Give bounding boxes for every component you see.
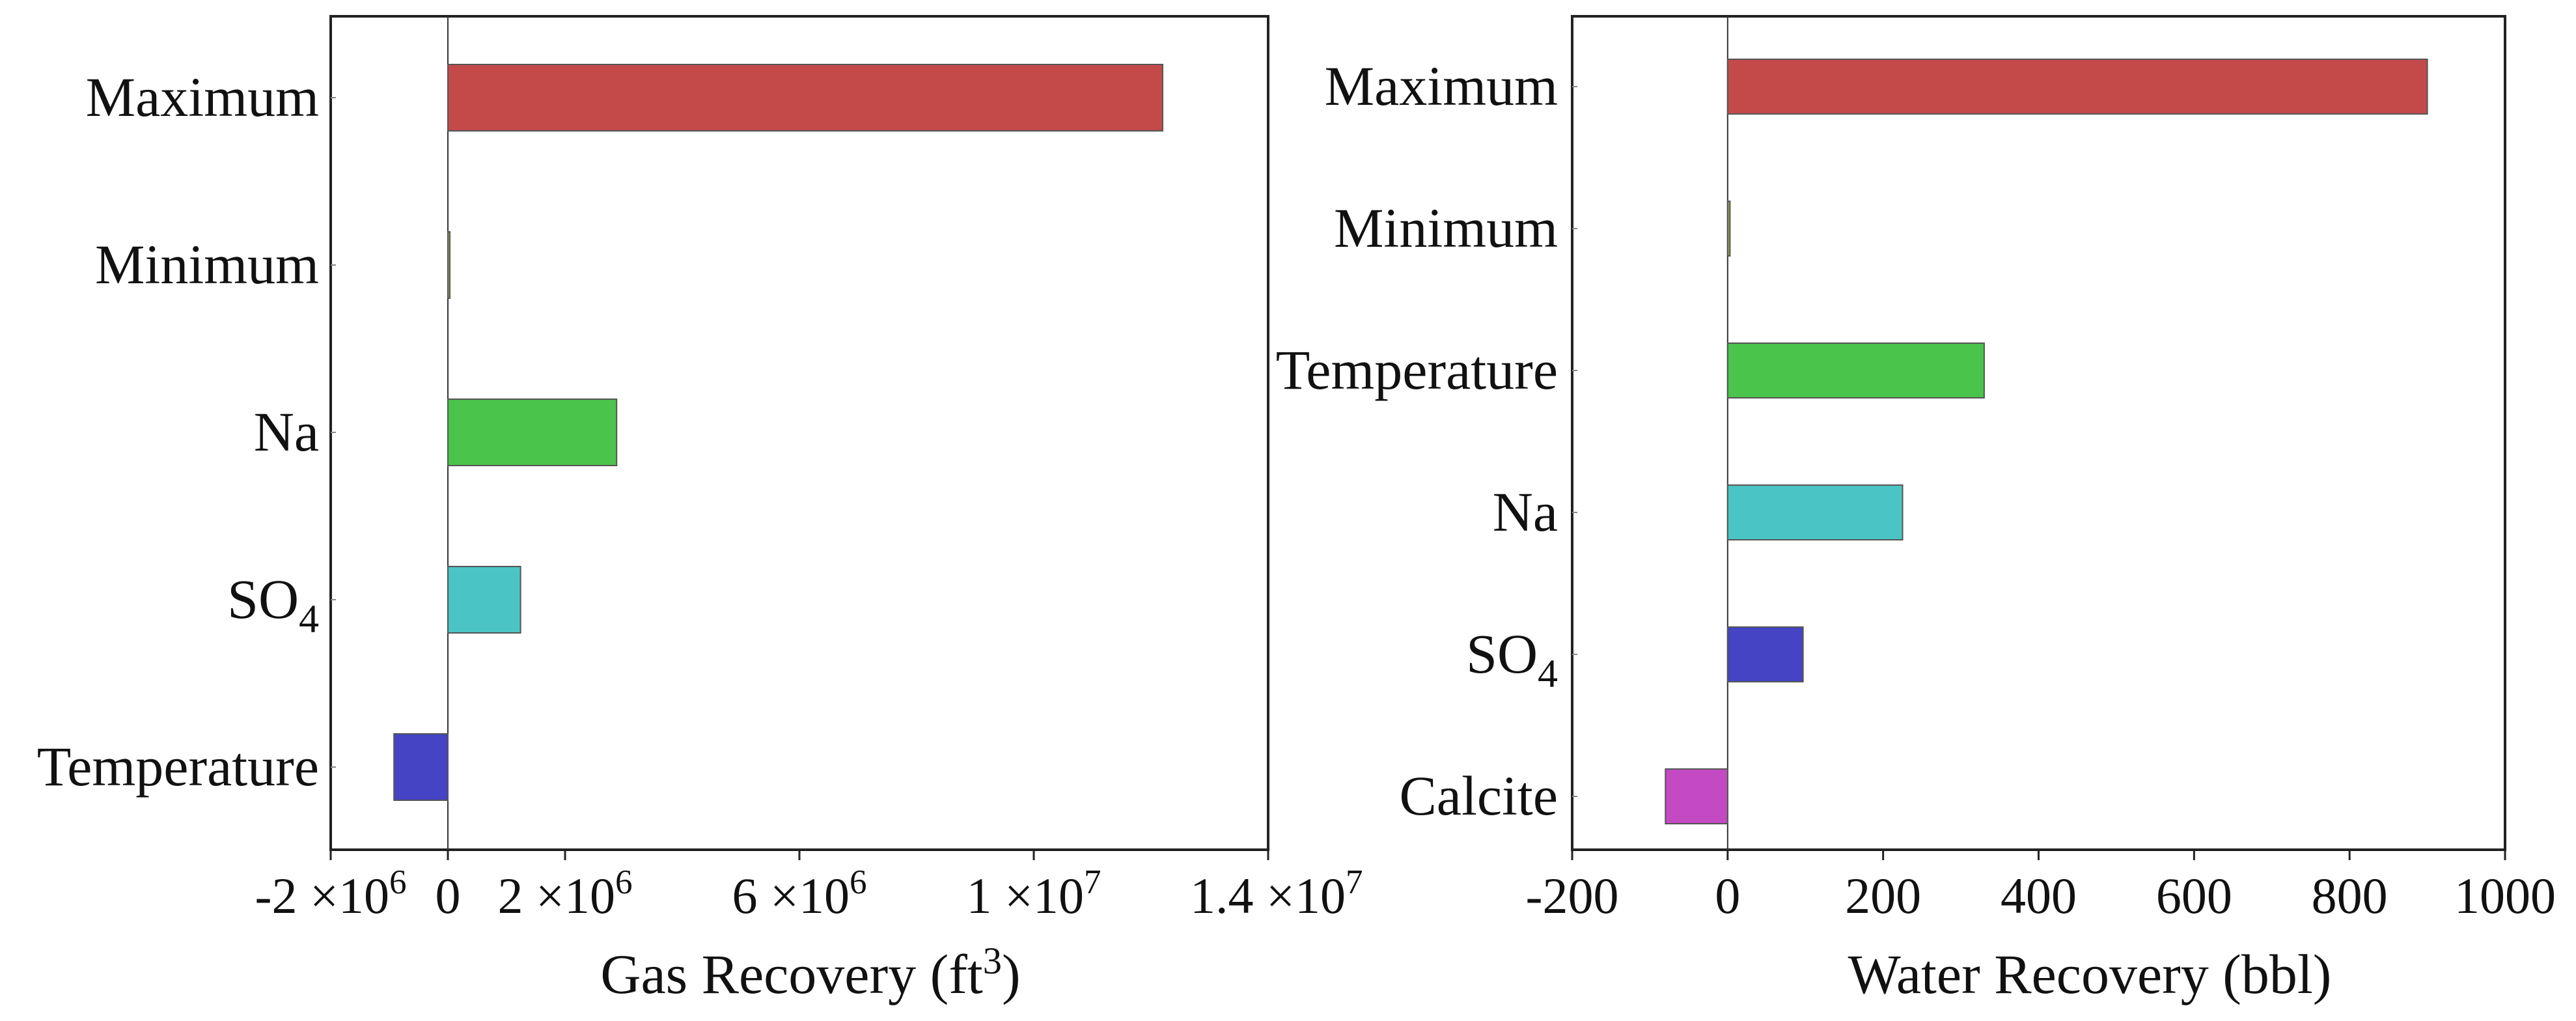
x-tick-label: 1 ×107 xyxy=(966,863,1101,924)
gas-recovery-chart: Maximum Minimum Na SO4 Temperature -2 ×106 0 2 … xyxy=(37,15,1363,1005)
category-label: Temperature xyxy=(37,735,319,798)
x-tick-label: 600 xyxy=(2156,867,2232,924)
category-label: Minimum xyxy=(95,233,319,296)
x-tick-label: 0 xyxy=(436,867,461,924)
category-label: Na xyxy=(254,400,319,463)
x-axis-title: Water Recovery (bbl) xyxy=(1848,943,2332,1005)
x-tick-label: 0 xyxy=(1715,867,1740,924)
category-label: Maximum xyxy=(86,66,319,128)
category-label: Temperature xyxy=(1276,339,1558,401)
category-label: Na xyxy=(1493,481,1558,543)
category-label: Maximum xyxy=(1325,55,1558,117)
x-tick-label: -2 ×106 xyxy=(255,863,407,924)
category-label: Calcite xyxy=(1399,764,1558,827)
bar-minimum xyxy=(447,231,450,299)
bar-maximum xyxy=(447,64,1163,132)
x-tick-label: 1.4 ×107 xyxy=(1190,863,1363,924)
bar-maximum xyxy=(1726,59,2428,115)
bar-so xyxy=(1726,626,1804,682)
x-tick-label: 6 ×106 xyxy=(732,863,866,924)
water-recovery-chart: Maximum Minimum Temperature Na SO4 Calcite -20… xyxy=(1276,15,2556,1005)
x-axis-title: Gas Recovery (ft3) xyxy=(600,940,1020,1005)
x-tick-label: 200 xyxy=(1845,867,1921,924)
bar-so xyxy=(447,566,521,634)
bar-calcite xyxy=(1665,768,1728,824)
category-label: SO4 xyxy=(227,568,319,641)
plot-frame xyxy=(1571,15,2506,851)
x-tick-label: 400 xyxy=(2001,867,2077,924)
bar-na xyxy=(447,399,618,466)
x-tick-label: 800 xyxy=(2312,867,2388,924)
category-label: Minimum xyxy=(1334,197,1558,259)
bar-temperature xyxy=(393,733,449,801)
bar-na xyxy=(1726,484,1904,540)
x-tick-label: 2 ×106 xyxy=(497,863,632,924)
x-tick-label: 1000 xyxy=(2454,867,2556,924)
bar-temperature xyxy=(1726,343,1985,399)
category-label: SO4 xyxy=(1466,622,1558,696)
bar-minimum xyxy=(1726,201,1731,257)
x-tick-label: -200 xyxy=(1526,867,1619,924)
